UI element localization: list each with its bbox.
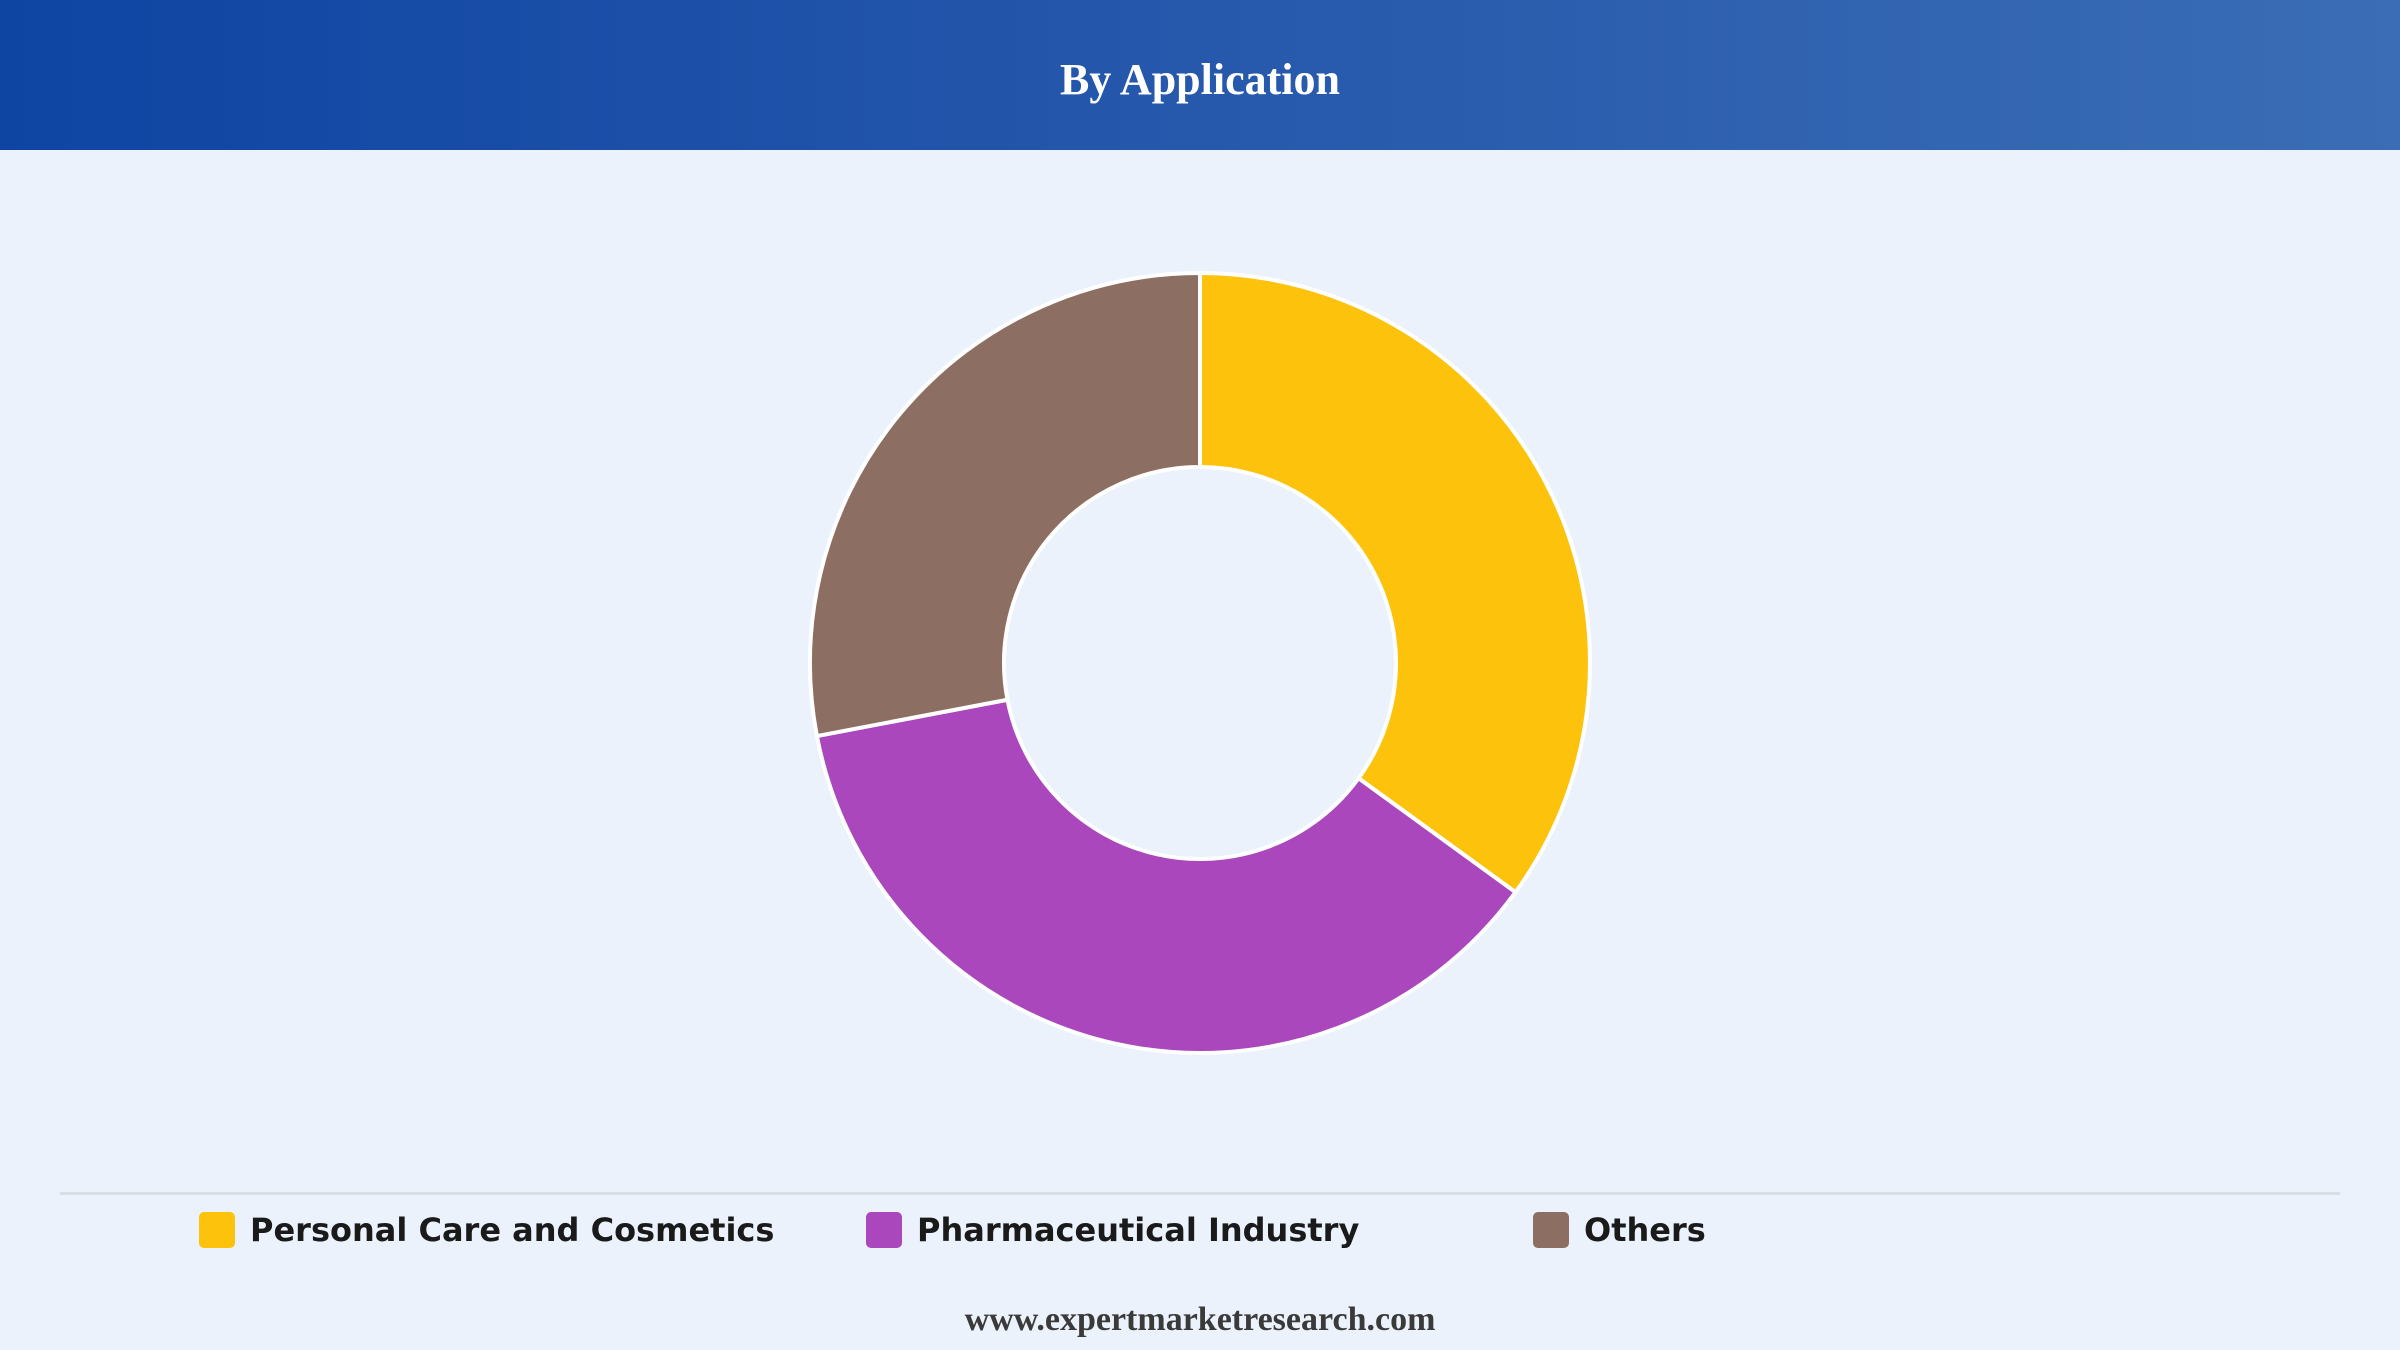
legend-divider <box>60 1192 2340 1195</box>
donut-slice-pharmaceutical <box>814 697 1518 1055</box>
header-banner: By Application <box>0 0 2400 150</box>
legend-label-personal-care: Personal Care and Cosmetics <box>250 1211 775 1249</box>
legend-swatch-pharmaceutical <box>866 1212 902 1248</box>
donut-slice-personal-care <box>1198 271 1592 895</box>
donut-slice-others <box>808 271 1202 739</box>
legend-swatch-personal-care <box>199 1212 235 1248</box>
donut-chart <box>808 271 1592 1055</box>
donut-slices <box>808 271 1592 1055</box>
legend-swatch-others <box>1533 1212 1569 1248</box>
chart-legend: Personal Care and Cosmetics Pharmaceutic… <box>0 1205 2400 1255</box>
legend-label-others: Others <box>1584 1211 1706 1249</box>
legend-label-pharmaceutical: Pharmaceutical Industry <box>917 1211 1360 1249</box>
source-website: www.expertmarketresearch.com <box>964 1301 1436 1338</box>
chart-title: By Application <box>1060 55 1340 104</box>
